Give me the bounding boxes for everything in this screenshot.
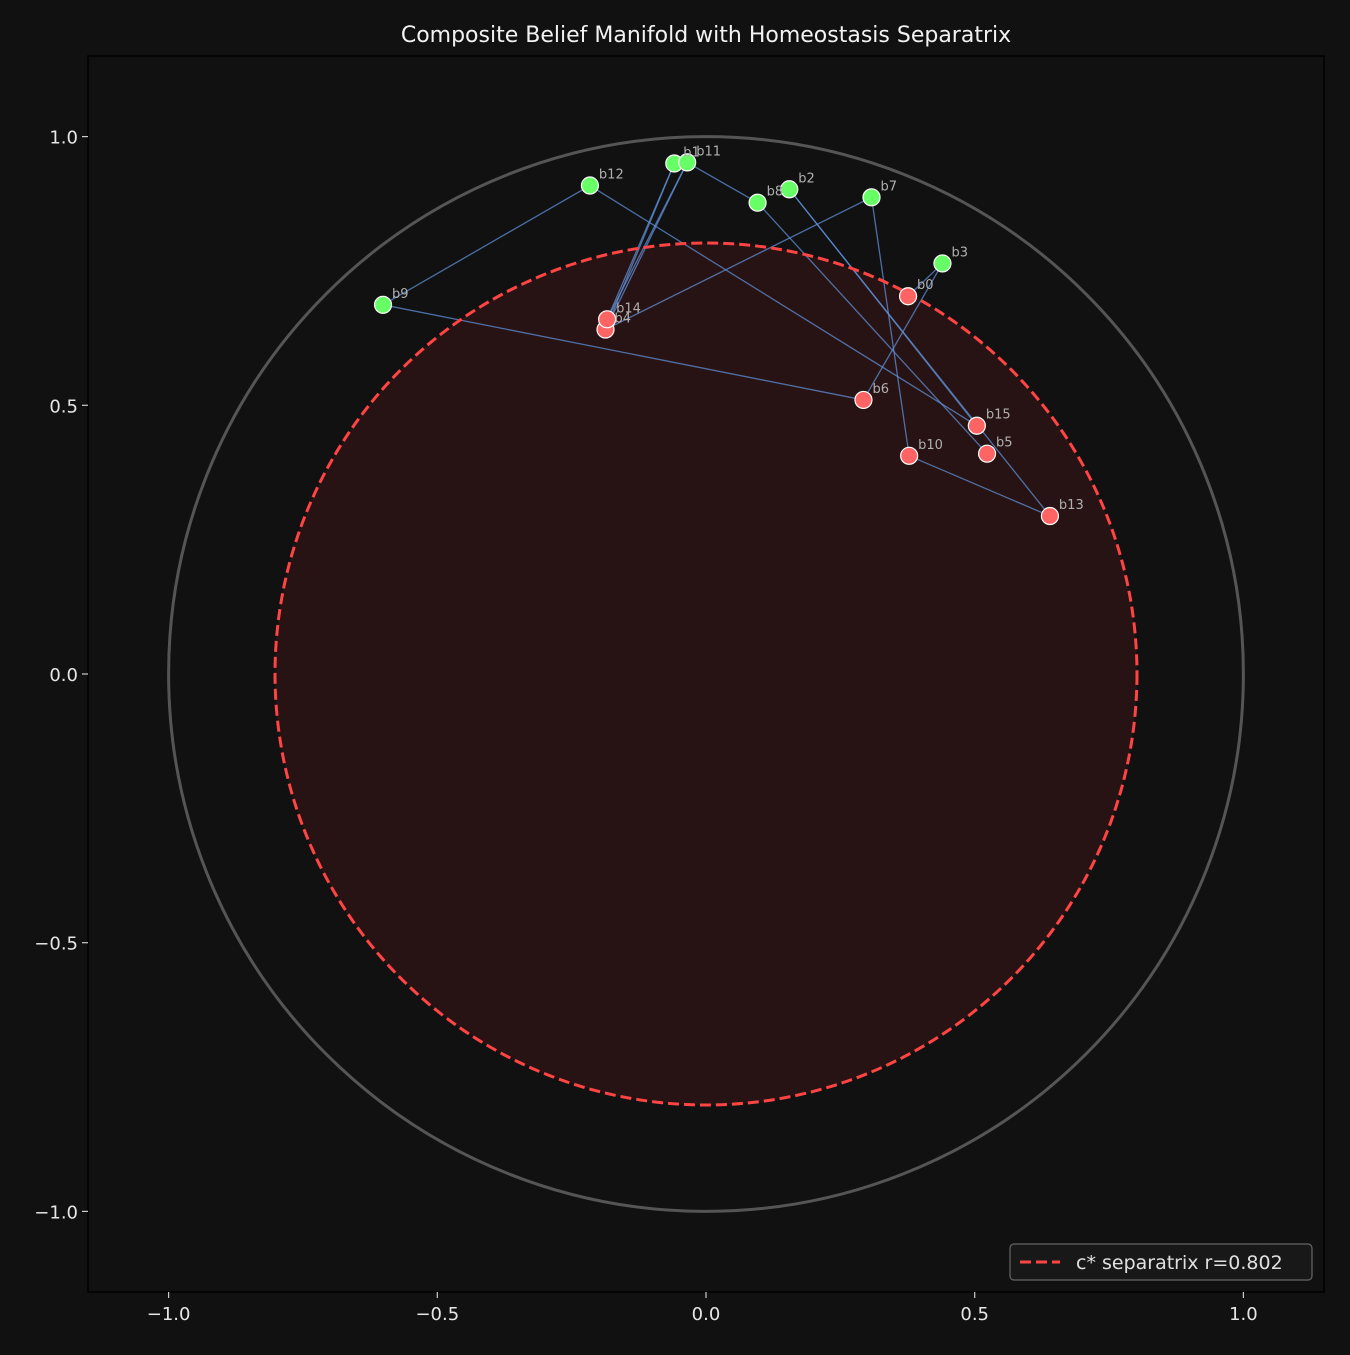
x-tick-label: −1.0 <box>147 1304 191 1325</box>
point-label-b12: b12 <box>599 168 624 183</box>
point-label-b13: b13 <box>1059 498 1084 513</box>
edge-b7-b10 <box>870 197 910 456</box>
edge-b9-b12 <box>382 184 591 306</box>
point-b11 <box>678 153 697 172</box>
point-label-b7: b7 <box>881 179 898 194</box>
point-b14 <box>598 310 617 329</box>
point-b2 <box>780 180 799 199</box>
point-b3 <box>933 254 952 273</box>
point-label-b6: b6 <box>872 382 889 397</box>
separatrix-fill <box>275 243 1137 1105</box>
point-b10 <box>900 446 919 465</box>
plot-area: b0 b1 b2 b3 b4 b5 b6 b7 b8 b9 b10 b11 b12 b13 b14 b15 −1… <box>34 55 1325 1325</box>
point-label-b10: b10 <box>918 438 943 453</box>
point-label-b3: b3 <box>951 245 968 260</box>
y-tick-label: 0.5 <box>49 396 78 417</box>
edge-b8-b5 <box>757 202 988 455</box>
point-label-b15: b15 <box>986 408 1011 423</box>
x-tick-label: −0.5 <box>415 1304 459 1325</box>
point-label-b4: b4 <box>615 312 632 327</box>
point-b7 <box>862 188 881 207</box>
unit-circle <box>167 135 1245 1213</box>
point-b9 <box>373 295 393 314</box>
edge-b11-b14 <box>606 162 688 320</box>
point-b13 <box>1040 506 1060 526</box>
point-b0 <box>898 287 918 306</box>
x-tick-label: 0.0 <box>692 1304 721 1325</box>
point-label-b0: b0 <box>917 278 934 293</box>
edge-b3-b6 <box>862 263 944 401</box>
point-label-b14: b14 <box>616 301 641 316</box>
edge-b2-b13 <box>788 188 1051 517</box>
point-label-b8: b8 <box>767 185 784 200</box>
point-b15 <box>967 416 986 435</box>
edge-b9-b6 <box>382 304 864 401</box>
chart-title: Composite Belief Manifold with Homeostas… <box>401 23 1011 48</box>
point-b5 <box>977 444 997 463</box>
edge-b11-b8 <box>686 161 758 204</box>
point-label-b9: b9 <box>392 287 409 302</box>
x-tick-label: 0.5 <box>960 1304 989 1325</box>
point-label-b11: b11 <box>696 144 721 159</box>
edge-b10-b13 <box>908 455 1051 517</box>
y-tick-label: −0.5 <box>34 934 78 955</box>
x-tick-label: 1.0 <box>1229 1304 1258 1325</box>
edge-b7-b4 <box>605 196 872 331</box>
edge-b1-b14 <box>606 163 675 320</box>
y-tick-label: 1.0 <box>49 128 78 149</box>
legend-separatrix-label: c* separatrix r=0.802 <box>1076 1252 1283 1274</box>
y-tick-label: −1.0 <box>34 1202 78 1223</box>
point-b8 <box>748 193 767 212</box>
point-label-b2: b2 <box>798 171 815 186</box>
separatrix-boundary <box>273 241 1139 1107</box>
point-label-b1: b1 <box>683 145 700 160</box>
point-b6 <box>854 390 873 410</box>
point-b12 <box>580 176 600 195</box>
y-tick-label: 0.0 <box>49 665 78 686</box>
legend: c* separatrix r=0.802 <box>1009 1243 1313 1281</box>
point-label-b5: b5 <box>996 436 1013 451</box>
legend-box <box>1009 1243 1313 1281</box>
